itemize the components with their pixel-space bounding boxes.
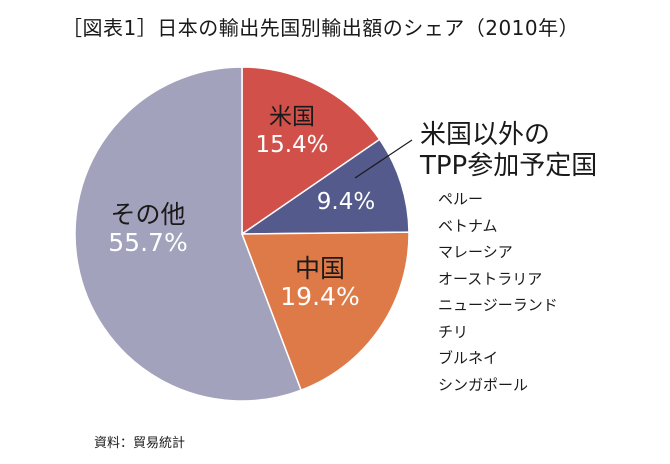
tpp-country-list: ペルーベトナムマレーシアオーストラリア ニュージーランド チリブルネイシンガポール xyxy=(438,186,558,398)
pie-slice xyxy=(241,66,381,236)
slice-name-label: 米国 xyxy=(269,104,315,130)
pie-slice xyxy=(239,138,410,235)
slice-name-label: その他 xyxy=(110,200,185,229)
slice-value-label: 19.4% xyxy=(280,282,359,311)
callout-title-line1: 米国以外の xyxy=(420,120,551,150)
slice-value-label: 55.7% xyxy=(108,228,187,257)
country-item: オーストラリア xyxy=(438,269,543,288)
source-note: 資料：貿易統計 xyxy=(94,436,186,451)
country-item: ベトナム xyxy=(438,216,498,235)
pie-slice xyxy=(240,231,410,392)
tpp-callout: 米国以外の TPP参加予定国 xyxy=(420,120,597,182)
chart-title: ［図表1］日本の輸出先国別輸出額のシェア（2010年） xyxy=(62,16,580,40)
slice-value-label: 15.4% xyxy=(255,132,328,158)
slice-name-label: 中国 xyxy=(295,254,345,283)
country-item: チリ xyxy=(438,322,469,341)
slice-value-label: 9.4% xyxy=(317,189,375,215)
country-item: シンガポール xyxy=(438,375,529,394)
callout-leader-line xyxy=(354,139,413,179)
country-item: ブルネイ xyxy=(438,349,499,367)
callout-title-line2: TPP参加予定国 xyxy=(420,151,598,181)
country-item: ニュージーランド xyxy=(438,296,558,314)
country-item: マレーシア xyxy=(438,243,513,261)
pie-slice xyxy=(74,66,303,402)
country-item: ペルー xyxy=(438,190,484,208)
